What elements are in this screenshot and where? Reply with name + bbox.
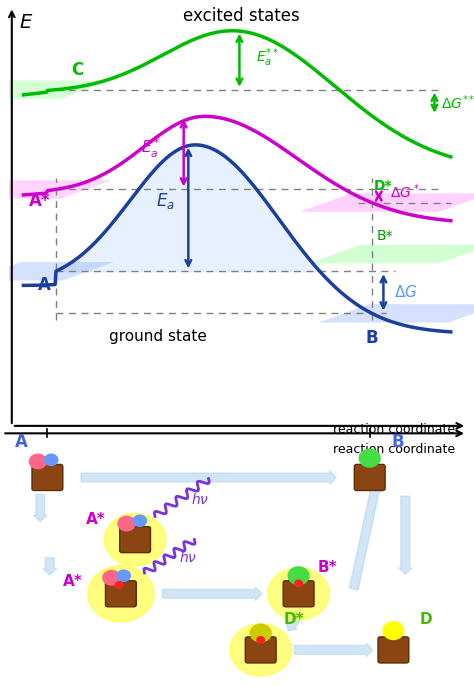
Text: $\Delta G$: $\Delta G$: [393, 284, 417, 300]
Circle shape: [250, 624, 271, 642]
FancyBboxPatch shape: [246, 637, 276, 663]
Polygon shape: [309, 245, 474, 263]
Text: C: C: [71, 61, 83, 79]
Text: A: A: [37, 276, 50, 294]
Text: $\Delta G^{**}$: $\Delta G^{**}$: [441, 93, 474, 112]
Text: $E_a$: $E_a$: [155, 191, 174, 211]
Text: excited states: excited states: [183, 7, 300, 25]
Polygon shape: [300, 193, 474, 212]
Polygon shape: [0, 180, 112, 199]
Text: $\Delta G^*$: $\Delta G^*$: [390, 182, 419, 201]
Text: B: B: [365, 329, 378, 346]
Text: $h\nu$: $h\nu$: [179, 550, 197, 565]
Circle shape: [118, 517, 135, 531]
FancyBboxPatch shape: [32, 464, 63, 490]
Polygon shape: [319, 304, 474, 322]
Circle shape: [88, 566, 154, 622]
Text: A*: A*: [63, 573, 83, 589]
Circle shape: [104, 514, 166, 566]
FancyBboxPatch shape: [378, 637, 409, 663]
FancyBboxPatch shape: [106, 581, 137, 607]
Text: reaction coordinate: reaction coordinate: [333, 423, 456, 436]
FancyBboxPatch shape: [283, 581, 314, 607]
Circle shape: [117, 570, 130, 581]
Text: ground state: ground state: [109, 329, 207, 344]
Text: $E_a^{**}$: $E_a^{**}$: [256, 47, 279, 69]
Text: B*: B*: [376, 228, 393, 243]
Circle shape: [295, 580, 302, 587]
Circle shape: [257, 637, 264, 643]
Polygon shape: [0, 262, 114, 281]
Text: reaction coordinate: reaction coordinate: [333, 443, 455, 456]
Text: D*: D*: [374, 179, 393, 193]
Text: A*: A*: [86, 512, 106, 528]
FancyBboxPatch shape: [120, 527, 151, 553]
Text: A*: A*: [29, 191, 50, 210]
Circle shape: [359, 449, 380, 467]
Circle shape: [383, 622, 404, 639]
Circle shape: [133, 515, 146, 526]
Text: D*: D*: [283, 612, 304, 627]
Text: D: D: [419, 612, 432, 627]
Text: $E_a^*$: $E_a^*$: [141, 137, 161, 160]
Circle shape: [103, 571, 120, 585]
Circle shape: [115, 582, 123, 588]
Text: $h\nu$: $h\nu$: [191, 493, 209, 508]
Circle shape: [288, 567, 309, 584]
Circle shape: [45, 454, 58, 465]
FancyBboxPatch shape: [354, 464, 385, 490]
Text: A: A: [15, 434, 28, 451]
Polygon shape: [0, 80, 112, 99]
Text: $E$: $E$: [19, 13, 33, 32]
Circle shape: [29, 454, 46, 469]
Circle shape: [268, 568, 329, 620]
Text: B*: B*: [318, 560, 337, 575]
Circle shape: [230, 624, 292, 676]
Text: $\theta$: $\theta$: [128, 585, 137, 599]
Text: B: B: [392, 434, 404, 451]
